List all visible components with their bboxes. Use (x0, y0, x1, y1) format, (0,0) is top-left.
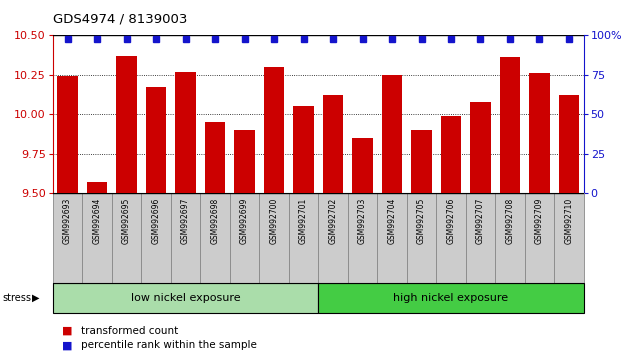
Bar (496, 193, 525, 283)
Text: low nickel exposure: low nickel exposure (130, 293, 240, 303)
Bar (529, 73, 550, 193)
Text: GSM992703: GSM992703 (358, 198, 367, 244)
Bar (470, 102, 491, 193)
Bar (57, 76, 78, 193)
Bar (323, 95, 343, 193)
Bar (555, 193, 584, 283)
Text: GSM992695: GSM992695 (122, 198, 131, 244)
Text: GSM992701: GSM992701 (299, 198, 308, 244)
Bar (53, 193, 82, 283)
Bar (411, 130, 432, 193)
Text: GSM992702: GSM992702 (329, 198, 337, 244)
Bar (175, 72, 196, 193)
Bar (559, 95, 579, 193)
Text: GSM992698: GSM992698 (211, 198, 219, 244)
Bar (205, 122, 225, 193)
Text: GSM992697: GSM992697 (181, 198, 190, 244)
Text: GSM992693: GSM992693 (63, 198, 72, 244)
Bar (319, 193, 348, 283)
Text: GSM992705: GSM992705 (417, 198, 426, 244)
Text: GDS4974 / 8139003: GDS4974 / 8139003 (53, 12, 187, 25)
Text: high nickel exposure: high nickel exposure (394, 293, 509, 303)
Bar (146, 87, 166, 193)
Bar (87, 182, 107, 193)
Bar (289, 193, 318, 283)
Bar (500, 57, 520, 193)
Bar (293, 106, 314, 193)
Bar (264, 67, 284, 193)
Bar (441, 116, 461, 193)
Bar (112, 193, 142, 283)
Bar (348, 193, 378, 283)
Bar (116, 56, 137, 193)
Bar (525, 193, 555, 283)
Bar (378, 193, 407, 283)
Text: GSM992700: GSM992700 (270, 198, 278, 244)
Text: GSM992710: GSM992710 (564, 198, 573, 244)
Bar (319, 283, 584, 313)
Text: ▶: ▶ (32, 293, 40, 303)
Bar (53, 283, 319, 313)
Bar (200, 193, 230, 283)
Bar (234, 130, 255, 193)
Text: GSM992704: GSM992704 (388, 198, 396, 244)
Bar (382, 75, 402, 193)
Bar (352, 138, 373, 193)
Text: GSM992707: GSM992707 (476, 198, 485, 244)
Text: GSM992709: GSM992709 (535, 198, 544, 244)
Text: GSM992696: GSM992696 (152, 198, 160, 244)
Text: ■: ■ (62, 340, 73, 350)
Bar (260, 193, 289, 283)
Text: GSM992708: GSM992708 (505, 198, 514, 244)
Bar (142, 193, 171, 283)
Bar (230, 193, 260, 283)
Bar (82, 193, 112, 283)
Bar (466, 193, 496, 283)
Text: GSM992694: GSM992694 (93, 198, 101, 244)
Bar (171, 193, 200, 283)
Text: GSM992706: GSM992706 (446, 198, 455, 244)
Bar (436, 193, 466, 283)
Text: stress: stress (2, 293, 32, 303)
Text: ■: ■ (62, 326, 73, 336)
Text: transformed count: transformed count (81, 326, 178, 336)
Text: GSM992699: GSM992699 (240, 198, 249, 244)
Text: percentile rank within the sample: percentile rank within the sample (81, 340, 256, 350)
Bar (407, 193, 437, 283)
